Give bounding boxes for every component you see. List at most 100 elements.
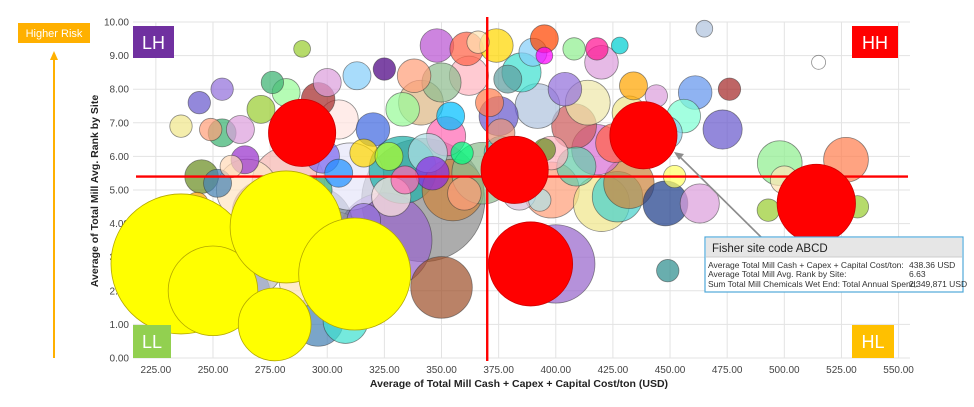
bubble-point[interactable] — [450, 141, 474, 165]
x-tick-label: 250.00 — [198, 365, 229, 376]
y-tick-label: 9.00 — [110, 51, 130, 62]
highlighted-bubbles — [110, 98, 856, 362]
bubble-point[interactable] — [374, 141, 404, 171]
quadrant-hl-label: HL — [861, 332, 884, 352]
highlighted-bubble-yellow[interactable] — [237, 287, 312, 362]
x-tick-label: 325.00 — [369, 365, 400, 376]
bubble-point[interactable] — [679, 183, 720, 224]
highlighted-bubble-red[interactable] — [776, 163, 856, 244]
y-tick-label: 7.00 — [110, 118, 130, 129]
y-tick-label: 8.00 — [110, 85, 130, 96]
bubble-point[interactable] — [436, 101, 466, 131]
y-tick-label: 10.00 — [104, 18, 129, 29]
bubble-point[interactable] — [717, 77, 742, 101]
bubble-point[interactable] — [756, 198, 780, 222]
bubble-point[interactable] — [410, 256, 473, 319]
higher-risk-label: Higher Risk — [26, 28, 83, 40]
y-tick-label: 1.00 — [110, 320, 130, 331]
quadrant-hl: HL — [852, 325, 894, 358]
x-tick-label: 300.00 — [312, 365, 343, 376]
tooltip-row-label: Average Total Mill Avg. Rank by Site: — [708, 269, 846, 279]
x-tick-label: 400.00 — [540, 365, 571, 376]
y-axis-ticks: 0.001.002.003.004.005.006.007.008.009.00… — [104, 18, 129, 365]
bubble-point[interactable] — [324, 158, 354, 188]
bubble-point[interactable] — [811, 54, 826, 70]
x-tick-label: 550.00 — [883, 365, 914, 376]
bubble-point[interactable] — [396, 58, 432, 93]
bubble-point[interactable] — [199, 117, 223, 142]
higher-risk-indicator: Higher Risk — [18, 23, 90, 358]
bubble-point[interactable] — [219, 154, 243, 179]
tooltip-row-value: 438.36 USD — [909, 260, 955, 270]
y-tick-label: 6.00 — [110, 152, 130, 163]
bubble-point[interactable] — [475, 88, 504, 118]
tooltip: Fisher site code ABCD Average Total Mill… — [704, 236, 967, 293]
bubble-point[interactable] — [187, 91, 211, 115]
bubble-point[interactable] — [656, 259, 680, 283]
x-tick-label: 525.00 — [826, 365, 857, 376]
bubble-point[interactable] — [349, 138, 379, 168]
bubble-point[interactable] — [562, 37, 586, 61]
highlighted-bubble-yellow[interactable] — [298, 217, 412, 331]
up-arrow-head-icon — [50, 51, 58, 60]
highlighted-bubble-red[interactable] — [268, 98, 337, 167]
tooltip-row-label: Average Total Mill Cash + Capex + Capita… — [708, 260, 904, 270]
bubble-point[interactable] — [419, 28, 455, 63]
bubble-point[interactable] — [246, 94, 276, 124]
x-tick-label: 375.00 — [483, 365, 514, 376]
x-tick-label: 475.00 — [712, 365, 743, 376]
bubble-point[interactable] — [312, 68, 342, 97]
y-tick-label: 0.00 — [110, 354, 130, 365]
quadrant-ll-label: LL — [142, 332, 162, 352]
y-tick-label: 5.00 — [110, 186, 130, 197]
x-tick-label: 500.00 — [769, 365, 800, 376]
tooltip-row-label: Sum Total Mill Chemicals Wet End: Total … — [708, 279, 918, 289]
bubble-point[interactable] — [372, 57, 396, 81]
x-tick-label: 425.00 — [598, 365, 629, 376]
bubble-point[interactable] — [493, 64, 523, 94]
y-axis-title: Average of Total Mill Avg. Rank by Site — [89, 95, 101, 288]
bubble-point[interactable] — [619, 71, 648, 101]
x-tick-label: 350.00 — [426, 365, 457, 376]
x-axis-ticks: 225.00 250.00 275.00 300.00 325.00 350.00 375.… — [141, 365, 915, 376]
higher-risk-badge — [18, 23, 90, 43]
tooltip-row-value: 6.63 — [909, 269, 926, 279]
quadrant-ll: LL — [133, 325, 171, 358]
x-tick-label: 225.00 — [141, 365, 172, 376]
bubble-point[interactable] — [415, 155, 450, 191]
bubble-point[interactable] — [293, 40, 311, 58]
bubble-point[interactable] — [447, 176, 482, 211]
bubble-point[interactable] — [342, 61, 372, 91]
quadrant-hh-label: HH — [862, 33, 888, 53]
bubble-point[interactable] — [535, 46, 554, 65]
bubble-point[interactable] — [226, 115, 255, 144]
bubble-point[interactable] — [210, 77, 234, 101]
tooltip-pointer-head — [674, 152, 684, 160]
quadrant-lh: LH — [133, 26, 174, 58]
tooltip-row-value: 2,349,871 USD — [909, 279, 967, 289]
highlighted-bubble-yellow[interactable] — [167, 245, 259, 336]
highlighted-bubble-red[interactable] — [609, 101, 678, 170]
bubble-point[interactable] — [385, 92, 420, 127]
bubble-point[interactable] — [702, 109, 743, 150]
tooltip-header — [706, 238, 962, 257]
highlighted-bubble-red[interactable] — [488, 221, 574, 307]
tooltip-title: Fisher site code ABCD — [712, 243, 828, 255]
bubble-point[interactable] — [547, 71, 583, 107]
x-axis-title: Average of Total Mill Cash + Capex + Cap… — [370, 378, 668, 390]
quadrant-hh: HH — [852, 26, 898, 58]
bubble-point[interactable] — [169, 114, 193, 138]
bubble-point[interactable] — [610, 36, 629, 55]
highlighted-bubble-red[interactable] — [480, 135, 549, 204]
bubble-point[interactable] — [585, 37, 609, 61]
y-tick-label: 4.00 — [110, 219, 130, 230]
x-tick-label: 450.00 — [655, 365, 686, 376]
bubble-point[interactable] — [390, 165, 420, 195]
tooltip-pointer — [677, 154, 763, 239]
bubble-point[interactable] — [466, 30, 490, 54]
bubble-point[interactable] — [260, 70, 285, 95]
quadrant-lh-label: LH — [142, 33, 165, 53]
bubble-point[interactable] — [695, 19, 714, 38]
